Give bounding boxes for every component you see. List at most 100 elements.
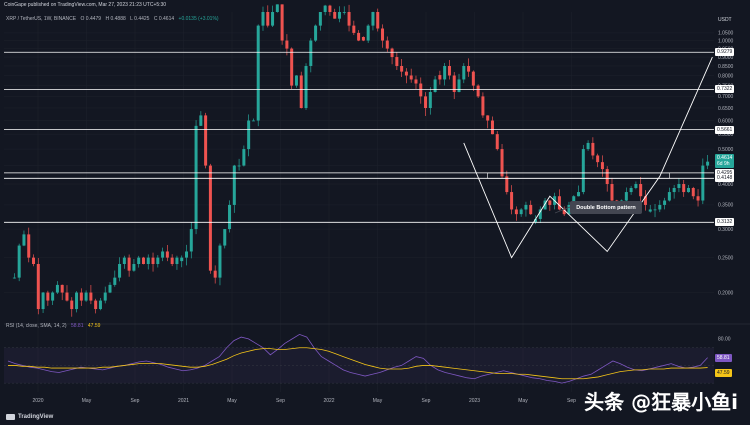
- candle-body: [481, 96, 485, 116]
- candle-body: [682, 184, 686, 193]
- candle-body: [161, 251, 165, 258]
- tradingview-brand: TradingView: [6, 414, 53, 420]
- candle-body: [524, 204, 528, 210]
- candle-body: [414, 79, 418, 84]
- rsi-legend-label: RSI (14, close, SMA, 14, 2): [6, 323, 67, 329]
- candle-body: [256, 25, 260, 121]
- candle-body: [428, 91, 432, 108]
- rsi-band: [4, 347, 714, 384]
- time-tick-label: 2020: [32, 398, 43, 404]
- candle-body: [218, 245, 222, 278]
- candle-body: [538, 209, 542, 219]
- candle-body: [476, 85, 480, 97]
- ohlc-open: O 0.4479: [80, 16, 102, 22]
- time-tick-label: Sep: [276, 398, 285, 404]
- price-tick-label: 0.2000: [718, 290, 734, 296]
- candle-body: [371, 12, 375, 26]
- candle-body: [395, 57, 399, 66]
- candle-body: [323, 5, 327, 12]
- watermark: 头条 @狂暴小鱼i: [584, 390, 738, 414]
- double-bottom-drawing: [463, 56, 713, 259]
- double-bottom-annotation[interactable]: Double Bottom pattern: [570, 201, 642, 214]
- candle-body: [419, 83, 423, 97]
- candle-body: [605, 169, 609, 185]
- candle-body: [137, 257, 141, 265]
- double-bottom-w-line[interactable]: [463, 56, 713, 259]
- time-tick-label: Sep: [131, 398, 140, 404]
- candle-body: [457, 79, 461, 92]
- candle-body: [242, 149, 246, 166]
- candle-body: [309, 40, 313, 66]
- candle-body: [663, 200, 667, 205]
- candle-body: [534, 218, 537, 223]
- candle-body: [247, 120, 251, 150]
- candle-body: [505, 176, 509, 193]
- candle-body: [514, 209, 518, 215]
- price-tick-label: 0.3000: [718, 227, 734, 233]
- candle-body: [60, 284, 64, 293]
- candle-body: [409, 75, 413, 80]
- price-tick-label: 0.9000: [718, 55, 734, 61]
- candle-body: [79, 292, 83, 301]
- candle-body: [170, 257, 174, 265]
- candle-body: [32, 257, 36, 265]
- candle-body: [385, 40, 389, 49]
- candle-body: [132, 264, 136, 271]
- rsi-sma-line: [8, 347, 708, 380]
- candle-body: [596, 155, 600, 163]
- candle-body: [22, 234, 26, 246]
- time-tick-label: 2021: [178, 398, 189, 404]
- candle-body: [237, 165, 241, 167]
- candle-body: [581, 149, 585, 193]
- time-tick-label: May: [373, 398, 383, 404]
- candle-body: [75, 292, 79, 310]
- candle-body: [600, 162, 604, 170]
- candle-body: [118, 264, 122, 278]
- candle-body: [548, 200, 552, 205]
- candle-body: [361, 37, 365, 41]
- candle-body: [653, 209, 657, 211]
- price-tick-label: 0.5500: [718, 132, 734, 138]
- candle-body: [643, 196, 647, 205]
- candle-body: [94, 300, 98, 310]
- rsi-tick-label: 80.00: [718, 337, 731, 343]
- candle-body: [366, 25, 370, 41]
- level-price-tag: 0.5661: [715, 125, 735, 134]
- time-axis: 2020 May Sep 2021 May Sep 2022 May Sep 2023 May Sep: [32, 398, 576, 404]
- level-price-tag: 0.4148: [715, 174, 735, 183]
- candle-body: [89, 292, 93, 301]
- candle-body: [223, 229, 227, 246]
- candle-body: [294, 75, 298, 86]
- candle-body: [658, 204, 662, 210]
- candle-body: [667, 192, 671, 201]
- support-resistance-levels: [4, 51, 714, 223]
- candle-body: [266, 12, 270, 26]
- publisher-line: CoinGape published on TradingView.com, M…: [4, 2, 167, 8]
- candle-body: [84, 292, 88, 301]
- candle-body: [103, 292, 107, 301]
- price-tick-label: 1.0000: [718, 38, 734, 44]
- candle-body: [381, 28, 385, 41]
- candle-body: [151, 257, 155, 265]
- candle-body: [572, 196, 576, 205]
- candle-body: [314, 25, 318, 41]
- candle-body: [424, 96, 428, 108]
- candle-body: [471, 71, 475, 86]
- candle-body: [529, 204, 533, 215]
- candle-body: [55, 284, 59, 293]
- candle-body: [175, 257, 179, 265]
- candle-body: [390, 48, 394, 58]
- candle-body: [204, 115, 208, 166]
- ohlc-low: L 0.4425: [130, 16, 150, 22]
- candle-body: [686, 187, 690, 193]
- candle-body: [586, 142, 590, 150]
- price-grid: [4, 12, 714, 392]
- candle-body: [98, 300, 102, 310]
- candle-body: [591, 142, 595, 156]
- candle-body: [629, 187, 633, 193]
- candle-body: [462, 65, 466, 80]
- candle-body: [275, 4, 279, 12]
- candle-body: [562, 209, 566, 215]
- time-tick-label: Sep: [422, 398, 431, 404]
